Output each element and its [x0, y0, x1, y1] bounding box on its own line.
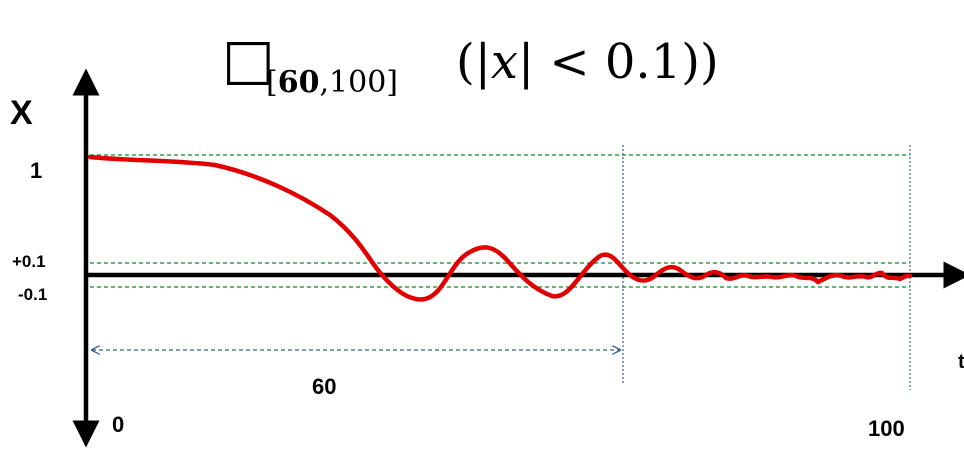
end-time-label: 100 [868, 416, 905, 441]
subscript-close: ] [386, 65, 398, 100]
x-axis-label: X [10, 94, 33, 132]
subscript-open: [ [266, 65, 278, 100]
formula-body-rest: | < 0.1)) [518, 34, 719, 90]
always-operator-icon: □ [222, 27, 275, 92]
origin-label: 0 [112, 412, 124, 437]
subscript-separator: , [319, 65, 329, 100]
subscript-end: 100 [329, 65, 386, 100]
plus-tolerance-label: +0.1 [12, 252, 46, 271]
interval-length-label: 60 [312, 374, 336, 399]
formula-title: □ [60,100] (|x| < 0.1)) [222, 27, 719, 100]
formula-body-open: (| [456, 34, 491, 90]
time-axis-label: t [958, 351, 964, 373]
one-tick-label: 1 [30, 158, 42, 183]
signal-trace [87, 154, 913, 302]
minus-tolerance-label: -0.1 [18, 285, 47, 304]
subscript-start: 60 [278, 65, 320, 100]
formula-body: (|x| < 0.1)) [456, 34, 719, 90]
formula-subscript: [60,100] [266, 65, 398, 100]
formula-variable: x [491, 34, 518, 90]
